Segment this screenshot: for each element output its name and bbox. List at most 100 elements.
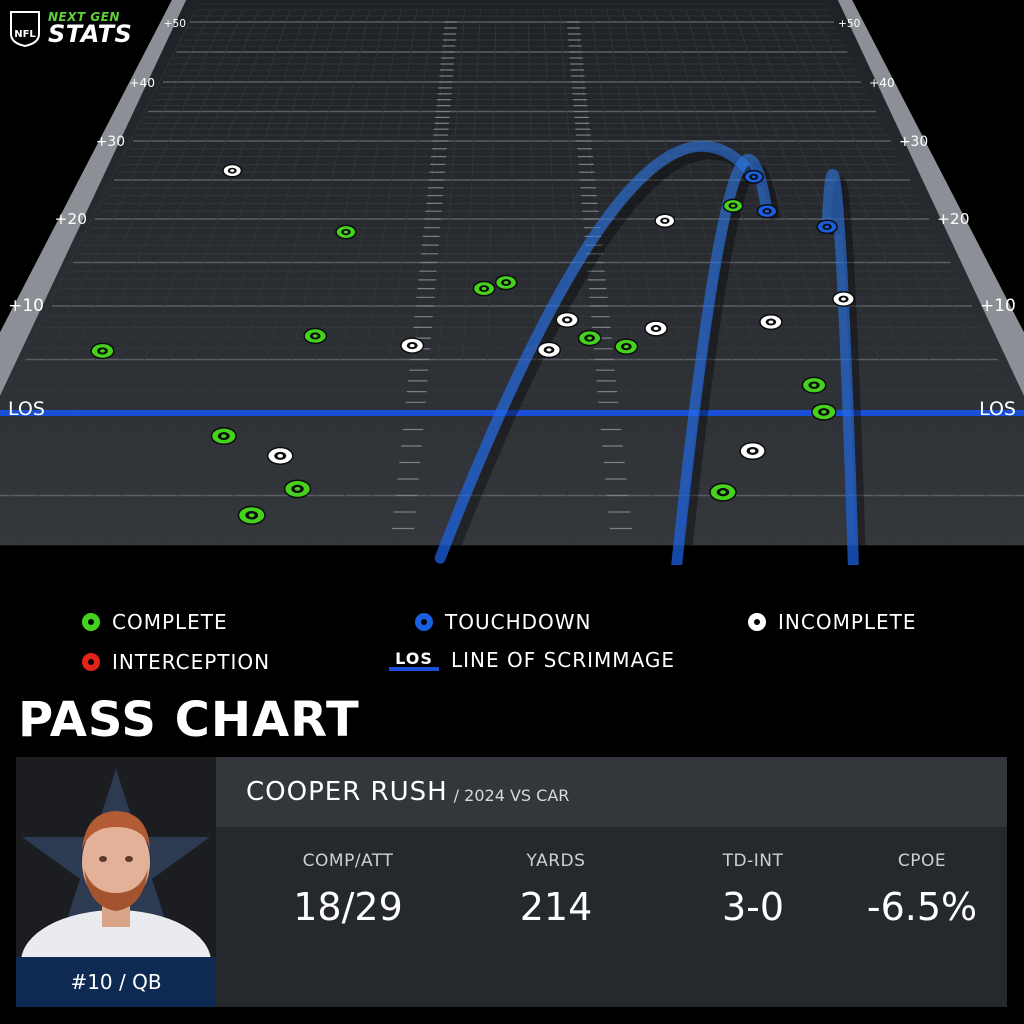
grid-line bbox=[337, 9, 418, 546]
complete-pass-marker bbox=[722, 198, 744, 213]
touchdown-pass-marker bbox=[743, 169, 764, 184]
player-card: #10 / QB COOPER RUSH / 2024 VS CAR COMP/… bbox=[16, 757, 1007, 1007]
grid-line bbox=[0, 9, 228, 520]
grid-line bbox=[764, 9, 978, 546]
player-name-bar: COOPER RUSH / 2024 VS CAR bbox=[216, 757, 1007, 827]
legend-interception: INTERCEPTION bbox=[82, 650, 270, 674]
grid-line bbox=[685, 9, 833, 546]
grid-line bbox=[46, 9, 260, 546]
pass-chart-field: LOS LOS +10 +10 +20 +20 +30 +30 +40 +40 +50 +50 bbox=[0, 0, 1024, 565]
player-photo: #10 / QB bbox=[16, 757, 216, 1007]
nfl-shield-icon: NFL bbox=[10, 11, 40, 47]
legend-touchdown: TOUCHDOWN bbox=[415, 610, 591, 634]
complete-pass-marker bbox=[210, 427, 237, 446]
los-label-left: LOS bbox=[8, 398, 45, 420]
y-tick-label-left: +30 bbox=[96, 134, 125, 150]
stat-label: CPOE bbox=[897, 851, 947, 871]
grid-line bbox=[780, 9, 1008, 546]
grid-line bbox=[453, 9, 481, 546]
grid-line bbox=[162, 9, 323, 546]
y-tick-label-left: +40 bbox=[129, 76, 155, 90]
grid-line bbox=[796, 9, 1024, 520]
grid-line bbox=[669, 9, 804, 546]
los-label-right: LOS bbox=[979, 398, 1016, 420]
player-name: COOPER RUSH bbox=[246, 777, 448, 807]
y-tick-label-left: +50 bbox=[164, 18, 187, 30]
incomplete-pass-marker bbox=[266, 446, 294, 466]
incomplete-pass-marker bbox=[555, 311, 579, 328]
y-tick-label-right: +50 bbox=[838, 18, 861, 30]
stat-value: 3-0 bbox=[721, 885, 785, 929]
legend-interception-label: INTERCEPTION bbox=[112, 650, 271, 674]
grid-line bbox=[733, 9, 920, 546]
grid-line bbox=[701, 9, 862, 546]
complete-pass-marker bbox=[335, 224, 357, 240]
complete-pass-marker bbox=[283, 479, 312, 499]
stat-cpoe: CPOE -6.5% bbox=[822, 851, 1022, 929]
grid-line bbox=[220, 9, 355, 546]
legend-los-label: LINE OF SCRIMMAGE bbox=[451, 648, 676, 672]
interception-dot-icon bbox=[82, 653, 100, 671]
complete-pass-marker bbox=[709, 482, 737, 502]
complete-pass-marker bbox=[577, 329, 602, 347]
y-tick-label-left: +10 bbox=[8, 296, 44, 316]
complete-pass-marker bbox=[811, 403, 837, 421]
incomplete-pass-marker bbox=[400, 337, 425, 354]
grid-line bbox=[104, 9, 291, 546]
chart-title: PASS CHART bbox=[18, 692, 360, 748]
y-tick-label-right: +10 bbox=[980, 296, 1016, 316]
stat-label: TD-INT bbox=[722, 851, 784, 871]
brand-line1: NEXT GEN bbox=[48, 9, 120, 24]
incomplete-pass-marker bbox=[739, 441, 766, 461]
grid-line bbox=[191, 9, 339, 546]
incomplete-pass-marker bbox=[654, 213, 676, 229]
grid-line bbox=[0, 9, 196, 405]
incomplete-pass-marker bbox=[832, 291, 855, 307]
y-tick-label-right: +30 bbox=[899, 134, 928, 150]
complete-pass-marker bbox=[614, 338, 639, 355]
stat-value: 18/29 bbox=[293, 885, 403, 929]
incomplete-dot-icon bbox=[748, 613, 766, 631]
grid-line bbox=[307, 9, 402, 546]
complete-pass-marker bbox=[303, 327, 328, 345]
touchdown-dot-icon bbox=[415, 613, 433, 631]
jersey-position: #10 / QB bbox=[16, 957, 216, 1007]
right-sideline bbox=[837, 0, 1024, 397]
grid-line bbox=[590, 9, 658, 546]
grid-line bbox=[278, 9, 386, 546]
grid-line bbox=[133, 9, 307, 546]
complete-pass-marker bbox=[801, 376, 827, 394]
stat-td-int: TD-INT 3-0 bbox=[653, 851, 853, 929]
stat-value: -6.5% bbox=[866, 885, 978, 929]
grid-line bbox=[0, 9, 212, 460]
brand-line2: STATS bbox=[48, 19, 133, 48]
y-tick-label-left: +20 bbox=[55, 210, 87, 228]
stat-label: COMP/ATT bbox=[302, 851, 394, 871]
incomplete-pass-marker bbox=[536, 341, 562, 359]
touchdown-pass-marker bbox=[816, 219, 838, 235]
nfl-logo-text: NFL bbox=[14, 29, 36, 40]
stat-label: YARDS bbox=[526, 851, 586, 871]
stat-value: 214 bbox=[519, 885, 593, 929]
legend-los: LOS LINE OF SCRIMMAGE bbox=[389, 648, 675, 672]
grid-line bbox=[424, 9, 465, 546]
legend: COMPLETE TOUCHDOWN INCOMPLETE INTERCEPTI… bbox=[0, 600, 1024, 680]
grid-line bbox=[75, 9, 275, 546]
td-path bbox=[434, 140, 760, 564]
los-swatch-icon: LOS bbox=[389, 649, 439, 671]
legend-touchdown-label: TOUCHDOWN bbox=[445, 610, 592, 634]
next-gen-stats-logo: NFL NEXT GEN STATS bbox=[8, 8, 132, 48]
complete-pass-marker bbox=[90, 342, 115, 360]
incomplete-pass-marker bbox=[644, 320, 668, 337]
complete-pass-marker bbox=[237, 505, 266, 525]
stat-comp-att: COMP/ATT 18/29 bbox=[248, 851, 448, 929]
grid-line bbox=[717, 9, 891, 546]
incomplete-pass-marker bbox=[222, 163, 243, 178]
grid-line bbox=[559, 9, 600, 546]
grid-line bbox=[749, 9, 949, 546]
legend-complete: COMPLETE bbox=[82, 610, 228, 634]
player-headshot-icon bbox=[21, 769, 211, 957]
touchdown-pass-marker bbox=[756, 203, 778, 219]
grid-line bbox=[16, 9, 244, 546]
legend-incomplete-label: INCOMPLETE bbox=[778, 610, 917, 634]
